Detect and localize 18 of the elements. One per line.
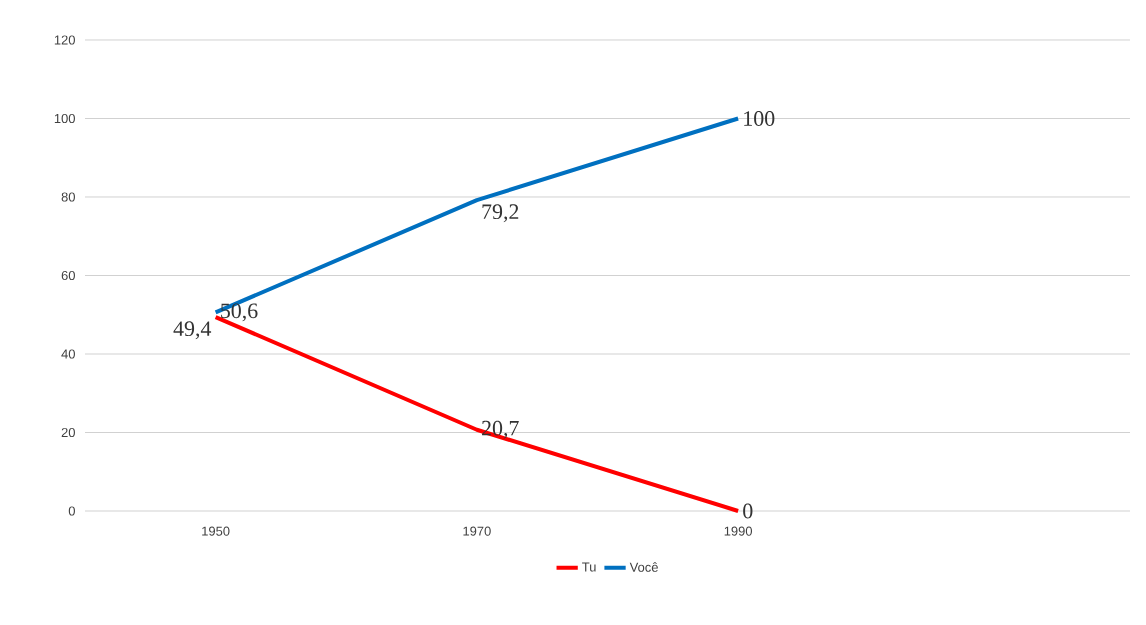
data-label: 49,4 xyxy=(173,321,212,340)
y-tick-label: 80 xyxy=(61,192,75,202)
x-tick-label: 1990 xyxy=(724,526,753,536)
y-tick-label: 20 xyxy=(61,427,75,438)
y-tick-label: 100 xyxy=(54,113,75,124)
legend-label: Tu xyxy=(582,562,596,572)
data-label: 50,6 xyxy=(221,303,258,322)
y-tick-label: 120 xyxy=(54,35,75,45)
y-tick-label: 0 xyxy=(68,506,75,516)
legend-label: Você xyxy=(629,562,658,572)
data-label: 0 xyxy=(743,503,753,519)
x-tick-label: 1970 xyxy=(463,526,491,536)
x-tick-label: 1950 xyxy=(202,526,230,536)
y-tick-label: 40 xyxy=(61,349,75,359)
data-label: 20,7 xyxy=(482,420,519,439)
y-tick-label: 60 xyxy=(61,270,75,281)
data-label: 100 xyxy=(744,111,775,126)
data-label: 79,2 xyxy=(482,204,519,223)
